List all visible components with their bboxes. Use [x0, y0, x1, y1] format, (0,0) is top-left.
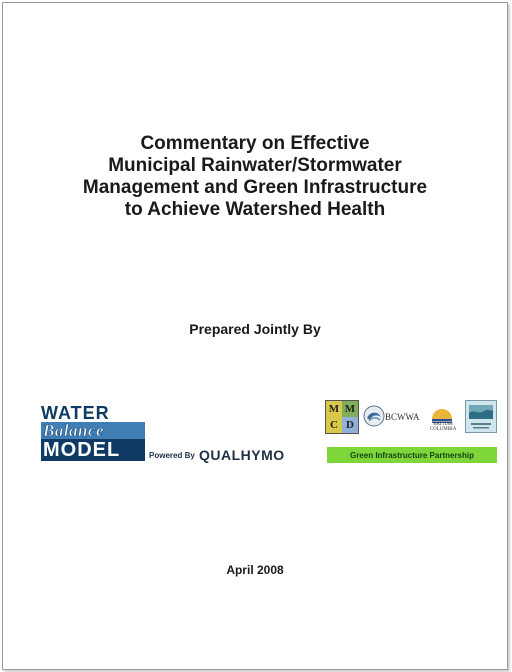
mmcd-logo: M M C D: [325, 400, 359, 434]
water-balance-model-logo: WATER Balance MODEL Powered By QUALHYMO: [41, 403, 296, 469]
title-line-3: Management and Green Infrastructure: [82, 177, 428, 198]
green-infrastructure-partnership-bar: Green Infrastructure Partnership: [327, 447, 497, 463]
wcec-wave-icon: [469, 405, 493, 429]
title-line-1: Commentary on Effective: [140, 133, 370, 154]
bcwwa-swirl-icon: [363, 405, 385, 427]
title-line-4: to Achieve Watershed Health: [124, 199, 386, 220]
prepared-by-label: Prepared Jointly By: [189, 321, 321, 337]
mmcd-letter: M: [342, 401, 358, 417]
wcec-logo-icon: [465, 400, 497, 433]
british-columbia-sun-icon: [432, 409, 452, 423]
british-columbia-text: BRITISH COLUMBIA: [425, 422, 461, 432]
bc-line-1: BRITISH: [433, 422, 453, 427]
wbm-balance-text: Balance: [41, 422, 145, 439]
powered-by-text: Powered By: [149, 451, 195, 460]
wbm-water-text: WATER: [41, 403, 110, 423]
wbm-model-text: MODEL: [41, 439, 145, 461]
partner-logos-group: M M C D BCWWA BRITISH COLUMBIA: [325, 400, 497, 466]
document-title: Commentary on Effective Municipal Rainwa…: [3, 133, 507, 221]
bc-line-2: COLUMBIA: [429, 427, 457, 432]
mmcd-letter: D: [342, 417, 358, 433]
mmcd-letter: C: [326, 417, 342, 433]
mmcd-letter: M: [326, 401, 342, 417]
document-date: April 2008: [226, 563, 284, 577]
bcwwa-text: BCWWA: [385, 412, 420, 422]
qualhymo-text: QUALHYMO: [199, 447, 285, 463]
title-line-2: Municipal Rainwater/Stormwater: [108, 155, 402, 176]
wbm-wordmark: WATER Balance MODEL: [41, 403, 145, 465]
